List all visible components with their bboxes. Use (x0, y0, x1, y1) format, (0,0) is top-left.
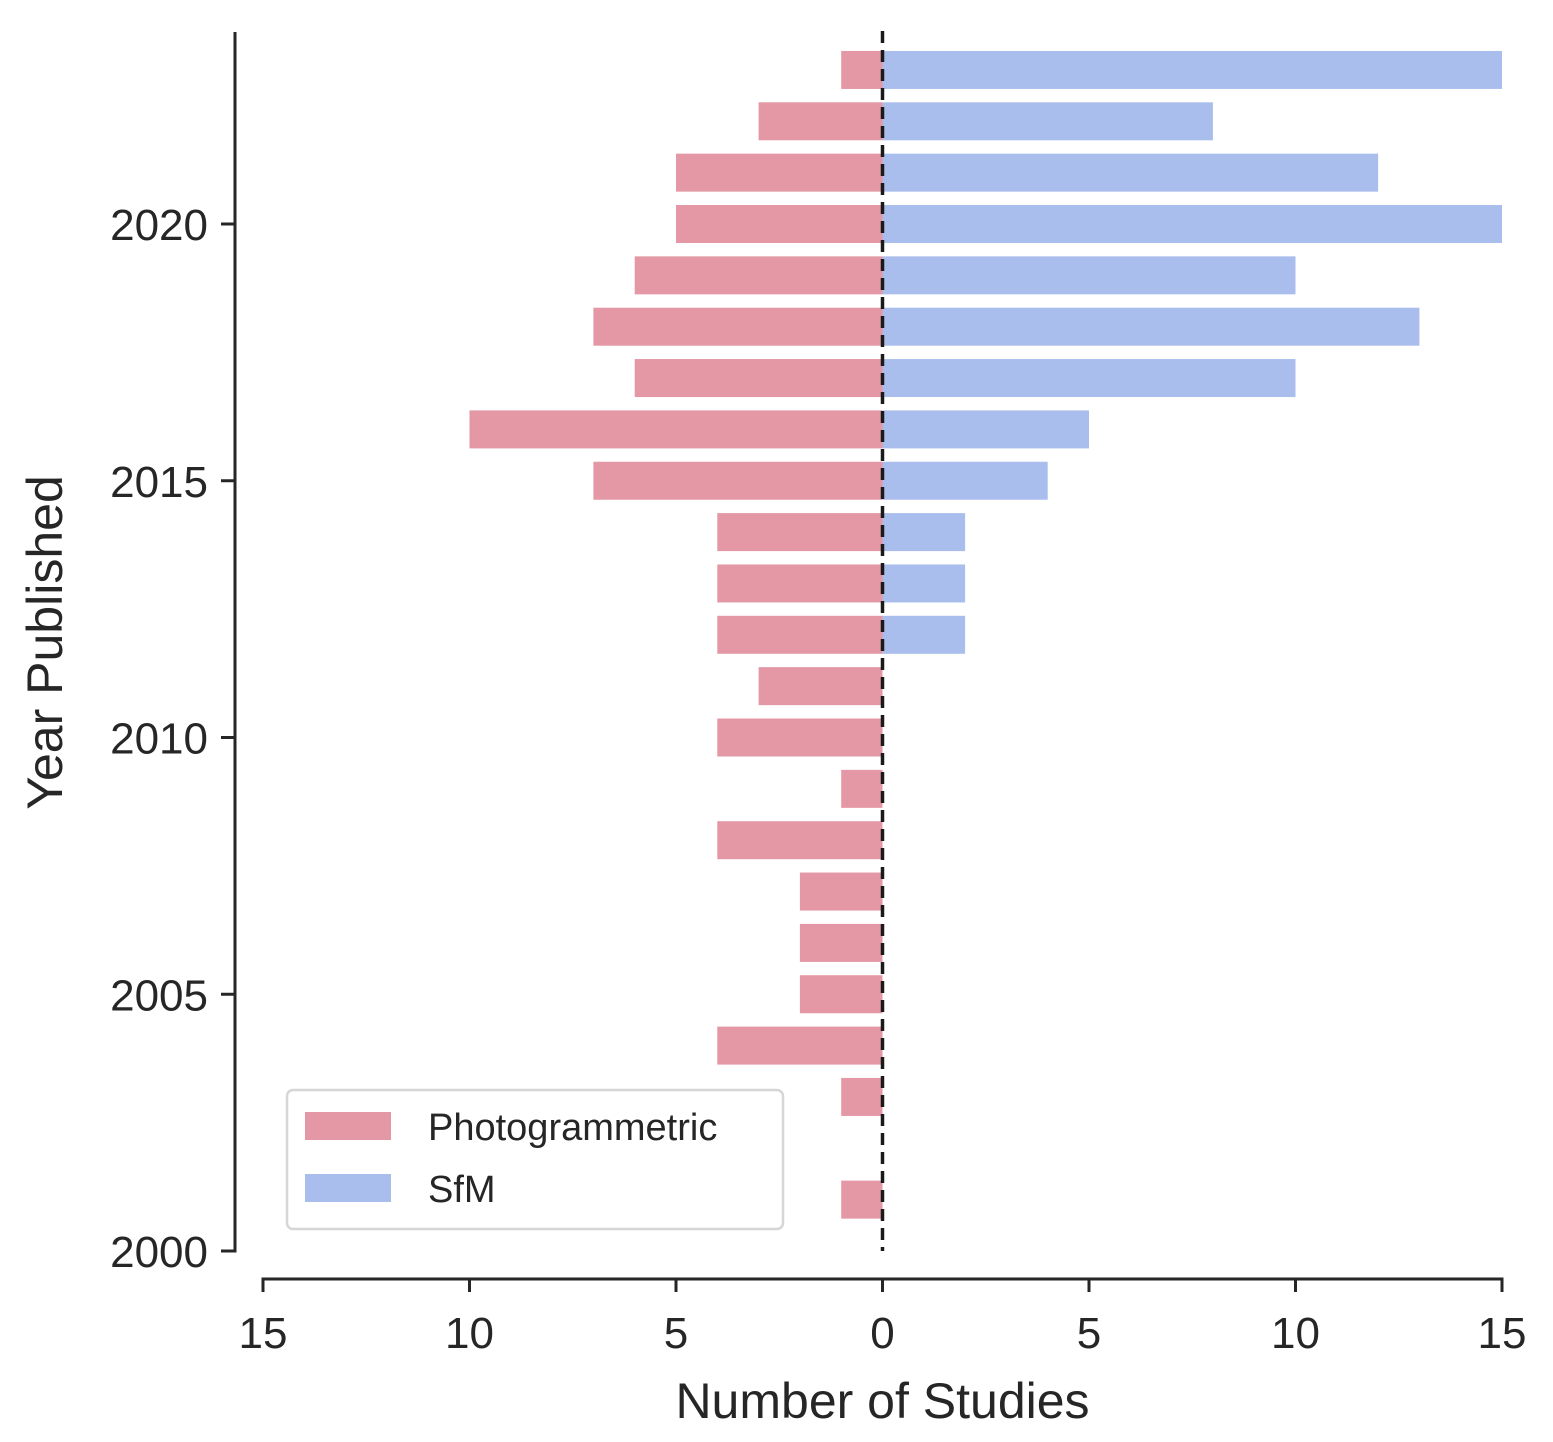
y-tick-label: 2000 (110, 1228, 208, 1277)
bar-photogrammetric-2003 (841, 1077, 883, 1116)
legend-swatch-photogrammetric (305, 1112, 391, 1140)
bar-sfm-2019 (882, 256, 1296, 295)
bar-sfm-2017 (882, 359, 1296, 398)
bar-photogrammetric-2004 (717, 1026, 883, 1065)
y-ticks: 2000 2005 2010 2015 2020 (110, 201, 235, 1277)
x-axis-title: Number of Studies (675, 1373, 1089, 1429)
bar-photogrammetric-2010 (717, 718, 883, 757)
x-tick-label: 10 (1271, 1309, 1320, 1358)
bar-photogrammetric-2019 (634, 256, 883, 295)
bar-photogrammetric-2013 (717, 564, 883, 603)
x-tick-label: 0 (870, 1309, 894, 1358)
bar-sfm-2023 (882, 50, 1502, 89)
legend: Photogrammetric SfM (285, 1088, 785, 1231)
legend-box (285, 1088, 785, 1231)
legend-label-sfm: SfM (428, 1169, 496, 1211)
bar-photogrammetric-2012 (717, 615, 883, 654)
y-tick-label: 2005 (110, 971, 208, 1020)
bar-photogrammetric-2008 (717, 821, 883, 860)
bar-photogrammetric-2015 (593, 461, 883, 500)
bar-sfm-2015 (882, 461, 1048, 500)
bar-photogrammetric-2018 (593, 307, 883, 346)
bar-sfm-2012 (882, 615, 966, 654)
bar-photogrammetric-2023 (841, 50, 883, 89)
bar-photogrammetric-2021 (676, 153, 883, 192)
x-tick-label: 10 (445, 1309, 494, 1358)
x-tick-label: 5 (1077, 1309, 1101, 1358)
bar-photogrammetric-2017 (634, 359, 883, 398)
legend-label-photogrammetric: Photogrammetric (428, 1107, 717, 1149)
bar-sfm-2022 (882, 102, 1213, 141)
bar-photogrammetric-2005 (799, 975, 883, 1014)
bar-photogrammetric-2006 (799, 923, 883, 962)
bar-sfm-2020 (882, 205, 1502, 243)
legend-swatch-sfm (305, 1174, 391, 1202)
bar-photogrammetric-2014 (717, 513, 883, 552)
y-axis-title: Year Published (17, 475, 73, 810)
bar-sfm-2018 (882, 307, 1420, 346)
x-tick-label: 5 (664, 1309, 688, 1358)
bars-group (469, 50, 1502, 1219)
y-tick-label: 2020 (110, 201, 208, 250)
y-tick-label: 2015 (110, 458, 208, 507)
bar-photogrammetric-2011 (758, 667, 883, 706)
bar-photogrammetric-2001 (841, 1180, 883, 1219)
bar-sfm-2014 (882, 513, 966, 552)
bar-sfm-2021 (882, 153, 1379, 192)
bar-photogrammetric-2022 (758, 102, 883, 141)
bar-sfm-2016 (882, 410, 1089, 449)
x-tick-label: 15 (239, 1309, 288, 1358)
x-tick-label: 15 (1478, 1309, 1527, 1358)
x-ticks: 15 10 5 0 5 10 15 (239, 1279, 1527, 1358)
bar-sfm-2013 (882, 564, 966, 603)
bar-photogrammetric-2009 (841, 769, 883, 808)
bar-photogrammetric-2007 (799, 872, 883, 911)
bar-photogrammetric-2020 (676, 205, 883, 243)
y-tick-label: 2010 (110, 715, 208, 764)
bar-photogrammetric-2016 (469, 410, 883, 449)
